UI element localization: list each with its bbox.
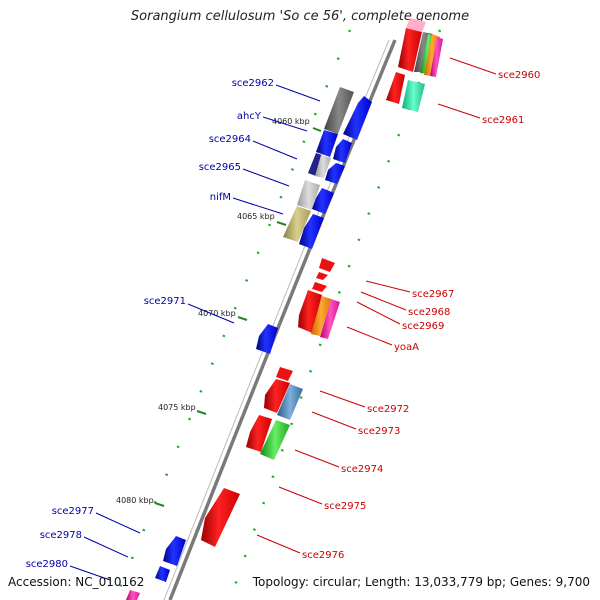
label-leader <box>95 512 141 534</box>
gene-label-sce2960[interactable]: sce2960 <box>498 70 540 81</box>
reverse-strand-genes <box>126 87 372 600</box>
gene-feature[interactable] <box>299 214 324 249</box>
tick-label: 4060 kbp <box>272 117 310 126</box>
gene-feature[interactable] <box>308 153 322 176</box>
label-leader <box>449 57 497 75</box>
gene-label-sce2968[interactable]: sce2968 <box>408 307 450 318</box>
gene-feature[interactable] <box>256 324 278 354</box>
gene-feature[interactable] <box>260 420 290 460</box>
genome-summary-text: Topology: circular; Length: 13,033,779 b… <box>252 575 590 589</box>
gene-feature[interactable] <box>201 488 240 547</box>
gene-feature[interactable] <box>398 28 422 72</box>
gene-feature[interactable] <box>264 379 290 413</box>
gene-label-sce2976[interactable]: sce2976 <box>302 550 344 561</box>
gene-feature[interactable] <box>402 80 425 112</box>
label-leader <box>256 534 301 554</box>
gene-feature[interactable] <box>386 72 405 104</box>
gene-feature[interactable] <box>319 258 335 272</box>
gene-feature[interactable] <box>276 367 293 381</box>
forward-gene-labels: sce2960 sce2961 sce2967 sce2968 sce2969 … <box>256 57 540 561</box>
gene-label-sce2973[interactable]: sce2973 <box>358 426 400 437</box>
gene-label-sce2978[interactable]: sce2978 <box>40 530 82 541</box>
label-leader <box>242 168 290 187</box>
label-leader <box>356 301 401 325</box>
gene-label-sce2980[interactable]: sce2980 <box>26 559 68 570</box>
label-leader <box>346 326 393 346</box>
label-leader <box>278 486 323 505</box>
gene-label-sce2974[interactable]: sce2974 <box>341 464 383 475</box>
gene-feature[interactable] <box>325 163 345 184</box>
gene-feature[interactable] <box>316 272 328 280</box>
gene-feature[interactable] <box>298 290 322 333</box>
gene-feature[interactable] <box>297 180 320 210</box>
gene-feature[interactable] <box>406 18 426 32</box>
map-title: Sorangium cellulosum 'So ce 56', complet… <box>130 9 470 24</box>
gene-feature[interactable] <box>163 536 186 566</box>
label-leader <box>365 280 411 293</box>
gene-feature[interactable] <box>430 37 443 77</box>
reverse-gene-labels: sce2962 ahcY sce2964 sce2965 nifM sce297… <box>26 78 321 581</box>
gene-feature[interactable] <box>283 206 311 242</box>
label-leader <box>232 197 284 215</box>
gene-feature[interactable] <box>312 282 327 292</box>
gene-label-ahcY[interactable]: ahcY <box>237 111 262 122</box>
gene-label-sce2971[interactable]: sce2971 <box>144 296 186 307</box>
gene-label-sce2967[interactable]: sce2967 <box>412 289 454 300</box>
gene-label-sce2977[interactable]: sce2977 <box>52 506 94 517</box>
gene-label-sce2961[interactable]: sce2961 <box>482 115 524 126</box>
gene-feature[interactable] <box>320 299 340 339</box>
label-leader <box>69 565 111 581</box>
tick-mark <box>196 410 207 415</box>
gene-feature[interactable] <box>315 155 331 178</box>
gene-label-nifM[interactable]: nifM <box>210 192 231 203</box>
gene-feature[interactable] <box>126 590 140 600</box>
gene-feature[interactable] <box>316 130 338 157</box>
label-leader <box>311 411 357 430</box>
label-leader <box>83 536 129 558</box>
tick-label: 4065 kbp <box>237 212 275 221</box>
gene-feature[interactable] <box>311 296 331 336</box>
tick-label: 4080 kbp <box>116 496 154 505</box>
gene-feature[interactable] <box>312 188 334 214</box>
label-leader <box>360 291 407 311</box>
kbp-ticks: 4060 kbp 4065 kbp 4070 kbp 4075 kbp 4080… <box>116 117 322 507</box>
gene-label-yoaA[interactable]: yoaA <box>394 342 419 353</box>
gene-label-sce2975[interactable]: sce2975 <box>324 501 366 512</box>
tick-mark <box>154 502 165 507</box>
gene-label-sce2972[interactable]: sce2972 <box>367 404 409 415</box>
gene-feature[interactable] <box>246 415 272 452</box>
label-leader <box>319 390 366 408</box>
gene-feature[interactable] <box>277 384 303 420</box>
gene-label-sce2969[interactable]: sce2969 <box>402 321 444 332</box>
label-leader <box>187 303 235 324</box>
gene-label-sce2962[interactable]: sce2962 <box>232 78 274 89</box>
accession-text: Accession: NC_010162 <box>8 575 145 589</box>
tick-mark <box>312 127 322 132</box>
gene-label-sce2965[interactable]: sce2965 <box>199 162 241 173</box>
forward-strand-genes <box>201 18 443 547</box>
tick-mark <box>237 316 248 321</box>
gene-feature[interactable] <box>155 566 170 582</box>
label-leader <box>437 103 481 119</box>
gene-feature[interactable] <box>333 139 352 163</box>
gene-feature[interactable] <box>324 87 354 134</box>
label-leader <box>275 84 321 102</box>
tick-label: 4075 kbp <box>158 403 196 412</box>
gene-label-sce2964[interactable]: sce2964 <box>209 134 251 145</box>
label-leader <box>262 116 308 132</box>
tick-mark <box>276 221 287 226</box>
tick-label: 4070 kbp <box>198 309 236 318</box>
gene-feature[interactable] <box>343 96 372 140</box>
label-leader <box>294 449 340 468</box>
label-leader <box>252 140 298 160</box>
